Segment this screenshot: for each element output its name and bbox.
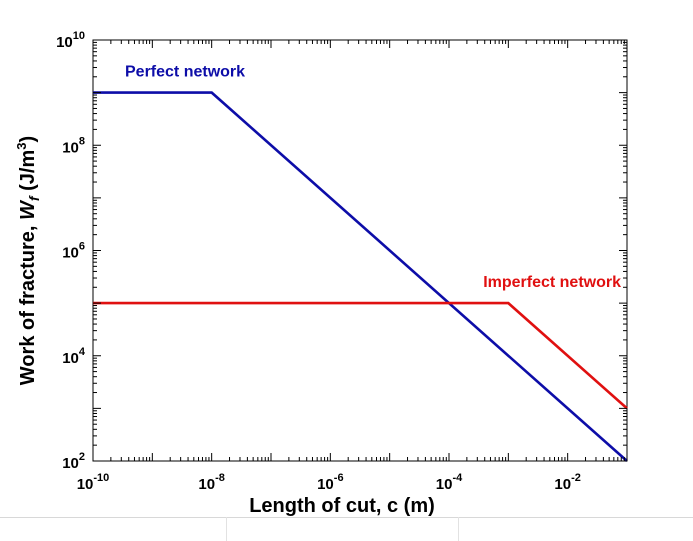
- series-line-perfect: [93, 91, 628, 462]
- y-tick-label: 102: [62, 451, 85, 472]
- y-tick-label: 1010: [56, 30, 85, 51]
- caption-frame: [226, 517, 459, 541]
- x-tick-label: 10-2: [554, 472, 580, 493]
- series-label-imperfect: Imperfect network: [483, 274, 621, 291]
- x-tick-label: 10-4: [436, 472, 463, 493]
- chart: 10-10 10-8 10-6 10-4 10-2 102 104 106 108 1010 Per…: [14, 30, 628, 517]
- y-tick-label: 104: [62, 346, 86, 367]
- bottom-divider: [0, 517, 693, 518]
- y-tick-label: 106: [62, 241, 85, 262]
- y-tick-label: 108: [62, 135, 85, 156]
- x-tick-label: 10-10: [77, 472, 110, 493]
- series-line-imperfect: [93, 301, 628, 410]
- y-axis-title: Work of fracture, Wf (J/m3): [14, 136, 42, 385]
- series-label-perfect: Perfect network: [125, 64, 245, 81]
- x-tick-label: 10-8: [198, 472, 224, 493]
- x-axis-title: Length of cut, c (m): [249, 495, 435, 517]
- plot-frame: [92, 39, 628, 462]
- x-tick-label: 10-6: [317, 472, 343, 493]
